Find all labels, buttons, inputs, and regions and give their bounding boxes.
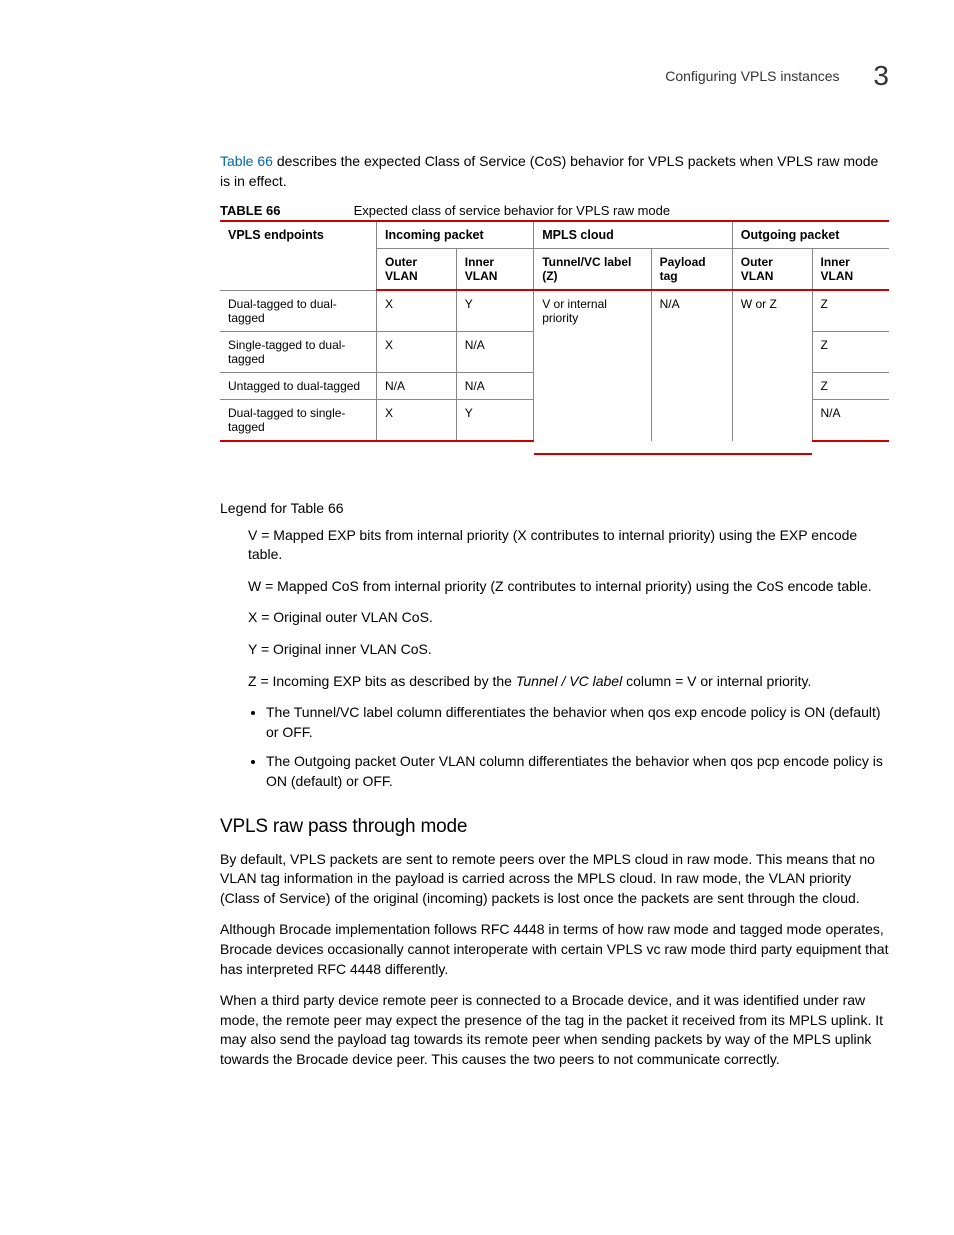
- cell-in-inner: Y: [456, 399, 533, 441]
- cell-out-outer: W or Z: [732, 290, 812, 441]
- cell-tunnel: V or internal priority: [534, 290, 651, 441]
- col-in-inner: Inner VLAN: [456, 249, 533, 291]
- col-outgoing: Outgoing packet: [732, 221, 889, 249]
- table-caption-text: Expected class of service behavior for V…: [354, 203, 670, 218]
- col-mpls: MPLS cloud: [534, 221, 733, 249]
- legend-block: V = Mapped EXP bits from internal priori…: [248, 526, 889, 792]
- col-out-outer: Outer VLAN: [732, 249, 812, 291]
- legend-y: Y = Original inner VLAN CoS.: [248, 640, 889, 660]
- table-label: TABLE 66: [220, 203, 350, 218]
- para-1: By default, VPLS packets are sent to rem…: [220, 850, 889, 909]
- cell-in-inner: N/A: [456, 372, 533, 399]
- cell-in-outer: X: [377, 290, 457, 331]
- legend-z-ital: Tunnel / VC label: [516, 673, 622, 689]
- b1-ital: Tunnel/VC label: [294, 704, 393, 720]
- section-heading: VPLS raw pass through mode: [220, 816, 889, 838]
- b1-pre: The: [266, 704, 294, 720]
- legend-z: Z = Incoming EXP bits as described by th…: [248, 672, 889, 692]
- cell-out-inner: Z: [812, 331, 889, 372]
- cos-table: VPLS endpoints Incoming packet MPLS clou…: [220, 220, 889, 455]
- bullet-1: The Tunnel/VC label column differentiate…: [266, 703, 889, 742]
- bullet-2: The Outgoing packet Outer VLAN column di…: [266, 752, 889, 791]
- content-area: Table 66 describes the expected Class of…: [220, 152, 889, 1070]
- cell-in-outer: X: [377, 331, 457, 372]
- legend-z-pre: Z = Incoming EXP bits as described by th…: [248, 673, 516, 689]
- cell-out-inner: N/A: [812, 399, 889, 441]
- b2-ital: Outgoing packet Outer VLAN: [294, 753, 475, 769]
- cell-endpoint: Single-tagged to dual-tagged: [220, 331, 377, 372]
- cell-endpoint: Dual-tagged to single-tagged: [220, 399, 377, 441]
- intro-text: describes the expected Class of Service …: [220, 153, 878, 189]
- cell-in-inner: Y: [456, 290, 533, 331]
- para-2: Although Brocade implementation follows …: [220, 920, 889, 979]
- col-out-inner: Inner VLAN: [812, 249, 889, 291]
- table-caption: TABLE 66 Expected class of service behav…: [220, 203, 889, 218]
- header-title: Configuring VPLS instances: [665, 68, 839, 84]
- cell-in-outer: X: [377, 399, 457, 441]
- table-row: Dual-tagged to dual-tagged X Y V or inte…: [220, 290, 889, 331]
- table-reference-link[interactable]: Table 66: [220, 153, 273, 169]
- page-header: Configuring VPLS instances 3: [65, 60, 889, 92]
- col-vpls-endpoints: VPLS endpoints: [220, 221, 377, 290]
- legend-w: W = Mapped CoS from internal priority (Z…: [248, 577, 889, 597]
- cell-endpoint: Dual-tagged to dual-tagged: [220, 290, 377, 331]
- para-3: When a third party device remote peer is…: [220, 991, 889, 1069]
- cell-endpoint: Untagged to dual-tagged: [220, 372, 377, 399]
- page: Configuring VPLS instances 3 Table 66 de…: [0, 0, 954, 1235]
- chapter-number: 3: [873, 60, 889, 91]
- cell-payload: N/A: [651, 290, 732, 441]
- intro-paragraph: Table 66 describes the expected Class of…: [220, 152, 889, 191]
- legend-bullets: The Tunnel/VC label column differentiate…: [266, 703, 889, 791]
- col-payload: Payload tag: [651, 249, 732, 291]
- legend-v: V = Mapped EXP bits from internal priori…: [248, 526, 889, 565]
- cell-out-inner: Z: [812, 290, 889, 331]
- legend-z-post: column = V or internal priority.: [622, 673, 811, 689]
- col-in-outer: Outer VLAN: [377, 249, 457, 291]
- cell-in-inner: N/A: [456, 331, 533, 372]
- cell-in-outer: N/A: [377, 372, 457, 399]
- col-tunnel: Tunnel/VC label (Z): [534, 249, 651, 291]
- legend-title: Legend for Table 66: [220, 500, 889, 516]
- legend-x: X = Original outer VLAN CoS.: [248, 608, 889, 628]
- cell-out-inner: Z: [812, 372, 889, 399]
- col-incoming: Incoming packet: [377, 221, 534, 249]
- b2-pre: The: [266, 753, 294, 769]
